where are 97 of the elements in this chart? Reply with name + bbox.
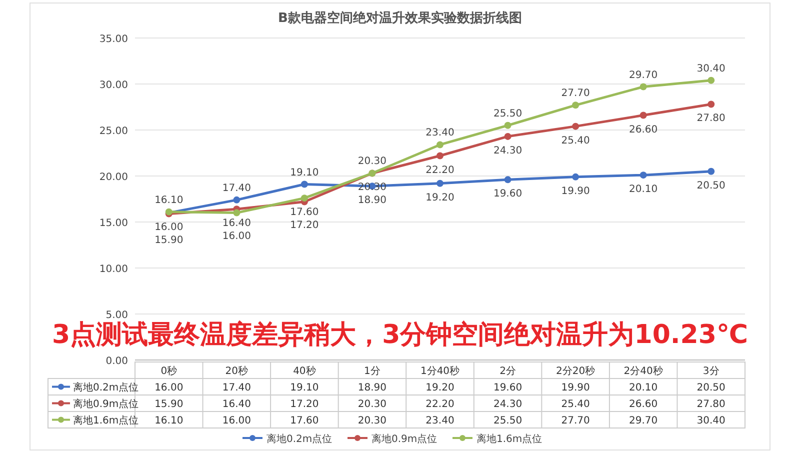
x-tick-label: 0秒 bbox=[160, 365, 178, 377]
data-label: 30.40 bbox=[696, 416, 726, 426]
y-tick-label: 20.00 bbox=[99, 172, 128, 183]
text: 30.40 bbox=[696, 63, 726, 74]
point bbox=[640, 172, 647, 179]
point bbox=[640, 112, 647, 119]
text: 24.30 bbox=[493, 145, 522, 156]
point bbox=[233, 209, 240, 216]
data-label: 24.30 bbox=[493, 399, 522, 410]
text: 16.40 bbox=[222, 218, 251, 230]
text: 15.90 bbox=[154, 234, 184, 246]
point bbox=[640, 83, 647, 90]
text: 18.90 bbox=[358, 195, 387, 206]
data-label: 17.60 bbox=[290, 416, 319, 426]
point bbox=[300, 180, 308, 188]
data-label: 19.60 bbox=[493, 382, 522, 394]
legend-label: 离地0.9m点位 bbox=[73, 398, 139, 410]
text: 27.70 bbox=[561, 88, 590, 100]
point bbox=[436, 152, 444, 160]
text: 19.90 bbox=[561, 186, 590, 197]
text: 23.40 bbox=[426, 128, 454, 139]
y-tick-label: 15.00 bbox=[99, 218, 128, 229]
text: 19.20 bbox=[426, 192, 454, 204]
x-tick-label: 20秒 bbox=[225, 365, 248, 377]
text: 离地1.6m点位 bbox=[476, 434, 542, 445]
text: 25.50 bbox=[493, 108, 522, 120]
text: 17.60 bbox=[290, 207, 319, 218]
y-tick-label: 35.00 bbox=[99, 34, 128, 45]
point bbox=[572, 102, 580, 109]
data-label: 16.00 bbox=[154, 382, 184, 394]
point bbox=[233, 196, 240, 204]
data-label: 16.00 bbox=[222, 416, 251, 426]
point bbox=[708, 76, 715, 84]
x-tick-label: 1分40秒 bbox=[420, 365, 460, 377]
data-label: 19.90 bbox=[561, 382, 590, 394]
text: 17.20 bbox=[290, 220, 319, 232]
data-label: 20.50 bbox=[696, 382, 726, 394]
point bbox=[504, 122, 512, 129]
point bbox=[300, 194, 308, 202]
data-label: 17.20 bbox=[290, 399, 319, 410]
data-label: 25.50 bbox=[493, 416, 522, 426]
point bbox=[436, 141, 444, 148]
text: 16.00 bbox=[222, 231, 251, 242]
text: 26.60 bbox=[629, 124, 658, 136]
data-label: 27.70 bbox=[561, 416, 590, 426]
point bbox=[504, 132, 512, 140]
text: 22.20 bbox=[426, 164, 454, 176]
text: 27.80 bbox=[696, 113, 726, 124]
data-label: 18.90 bbox=[358, 382, 387, 394]
point bbox=[572, 122, 580, 130]
x-tick-label: 1分 bbox=[364, 365, 380, 377]
y-tick-label: 25.00 bbox=[99, 126, 128, 137]
annotation: 3点测试最终温度差异稍大，3分钟空间绝对温升为10.23℃ bbox=[52, 320, 748, 350]
text: 25.40 bbox=[561, 135, 590, 146]
x-tick-label: 2分40秒 bbox=[624, 365, 663, 377]
data-label: 19.10 bbox=[290, 382, 319, 394]
data-label: 15.90 bbox=[154, 399, 184, 410]
y-tick-label: 30.00 bbox=[99, 80, 128, 91]
data-label: 26.60 bbox=[629, 399, 658, 410]
x-tick-label: 3分 bbox=[702, 365, 720, 377]
data-label: 20.10 bbox=[629, 382, 658, 394]
point bbox=[708, 168, 715, 175]
data-label: 19.20 bbox=[426, 382, 454, 394]
point bbox=[504, 176, 512, 184]
y-tick-label: 10.00 bbox=[99, 264, 128, 275]
legend-label: 离地0.2m点位 bbox=[73, 382, 139, 394]
text: 16.00 bbox=[154, 222, 184, 233]
legend-label: 离地1.6m点位 bbox=[73, 414, 139, 426]
x-tick-label: 2分 bbox=[500, 365, 516, 377]
text: 20.30 bbox=[358, 156, 387, 168]
point bbox=[708, 100, 715, 108]
text: 19.60 bbox=[493, 188, 522, 200]
y-tick-label: 0.00 bbox=[106, 356, 128, 367]
data-label: 20.30 bbox=[358, 416, 387, 426]
text: 20.10 bbox=[629, 184, 658, 196]
data-label: 23.40 bbox=[426, 416, 454, 426]
data-label: 25.40 bbox=[561, 399, 590, 410]
x-tick-label: 40秒 bbox=[293, 365, 316, 377]
data-label: 27.80 bbox=[696, 399, 726, 410]
y-tick-label: 5.00 bbox=[106, 310, 128, 321]
x-tick-label: 2分20秒 bbox=[556, 365, 596, 377]
data-label: 22.20 bbox=[426, 399, 454, 410]
data-label: 17.40 bbox=[222, 382, 251, 394]
data-label: 20.30 bbox=[358, 399, 387, 410]
point bbox=[572, 173, 580, 180]
data-label: 29.70 bbox=[629, 416, 658, 426]
text: 29.70 bbox=[629, 70, 658, 81]
point bbox=[436, 180, 444, 187]
text: 离地0.9m点位 bbox=[372, 434, 438, 445]
text: 20.50 bbox=[696, 180, 726, 192]
text: 19.10 bbox=[290, 167, 319, 178]
text: 17.40 bbox=[222, 182, 251, 194]
text: 16.10 bbox=[154, 194, 184, 206]
data-label: 16.10 bbox=[154, 416, 184, 426]
data-label: 16.40 bbox=[222, 399, 251, 410]
text: 离地0.2m点位 bbox=[266, 434, 332, 445]
chart-title: B款电器空间绝对温升效果实验数据折线图 bbox=[278, 10, 522, 26]
